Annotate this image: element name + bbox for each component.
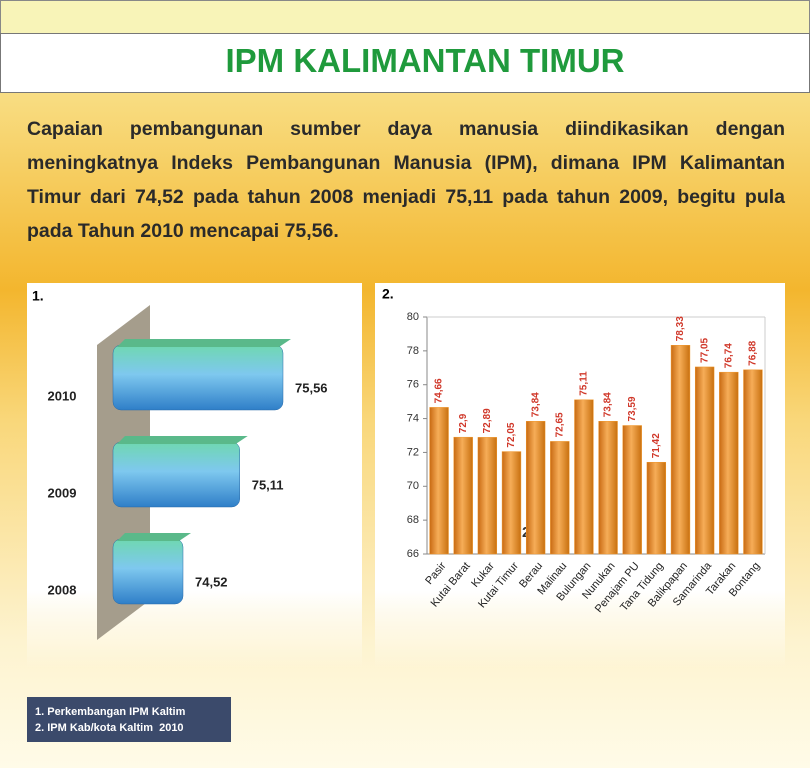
value-label: 73,84 (530, 392, 541, 417)
bar (574, 399, 594, 555)
category-label: 2008 (48, 582, 77, 597)
value-label: 74,66 (434, 378, 445, 403)
y-tick-label: 80 (407, 311, 419, 323)
bar (598, 421, 618, 555)
bar (743, 369, 763, 555)
bar (112, 538, 184, 605)
bar (477, 437, 498, 555)
value-label: 72,65 (554, 412, 565, 437)
bar (694, 366, 715, 555)
bar (646, 461, 667, 555)
value-label: 75,56 (295, 380, 328, 395)
chart-label: 2. (382, 286, 394, 302)
bar-top (117, 339, 291, 347)
paragraph: Capaian pembangunan sumber daya manusia … (27, 118, 785, 242)
bar (112, 441, 240, 508)
bar (719, 371, 739, 555)
bar (453, 436, 473, 555)
top-strip (0, 0, 810, 34)
value-label: 73,59 (627, 396, 638, 421)
bar-top (117, 533, 191, 541)
bar (112, 344, 284, 411)
y-tick-label: 78 (407, 345, 419, 357)
bar-top (117, 436, 248, 444)
note: 1. Perkembangan IPM Kaltim (35, 706, 186, 718)
value-label: 72,9 (458, 413, 469, 433)
bar (550, 441, 570, 555)
category-label: 2010 (48, 388, 77, 403)
y-tick-label: 76 (407, 379, 419, 391)
value-label: 75,11 (252, 477, 284, 492)
bar (622, 425, 642, 555)
value-label: 74,52 (195, 574, 228, 589)
page-title: IPM KALIMANTAN TIMUR (225, 42, 625, 79)
y-tick-label: 74 (407, 412, 419, 424)
value-label: 78,33 (675, 316, 686, 341)
value-label: 75,11 (579, 371, 590, 396)
value-label: 76,88 (748, 340, 759, 365)
chart-label: 1. (32, 288, 44, 304)
value-label: 72,89 (482, 408, 493, 433)
bar (525, 421, 546, 555)
value-label: 77,05 (699, 337, 710, 362)
bar (429, 407, 449, 555)
category-label: 2009 (48, 485, 77, 500)
value-label: 76,74 (723, 343, 734, 368)
y-tick-label: 72 (407, 446, 419, 458)
y-tick-label: 66 (407, 548, 419, 560)
value-label: 72,05 (506, 422, 517, 447)
note: 2. IPM Kab/kota Kaltim 2010 (35, 722, 184, 734)
notes-box (27, 697, 231, 742)
title-bar (0, 33, 810, 93)
y-tick-label: 70 (407, 480, 419, 492)
value-label: 73,84 (603, 392, 614, 417)
value-label: 71,42 (651, 433, 662, 458)
bar (670, 345, 691, 555)
bar (501, 451, 522, 555)
y-tick-label: 68 (407, 514, 419, 526)
